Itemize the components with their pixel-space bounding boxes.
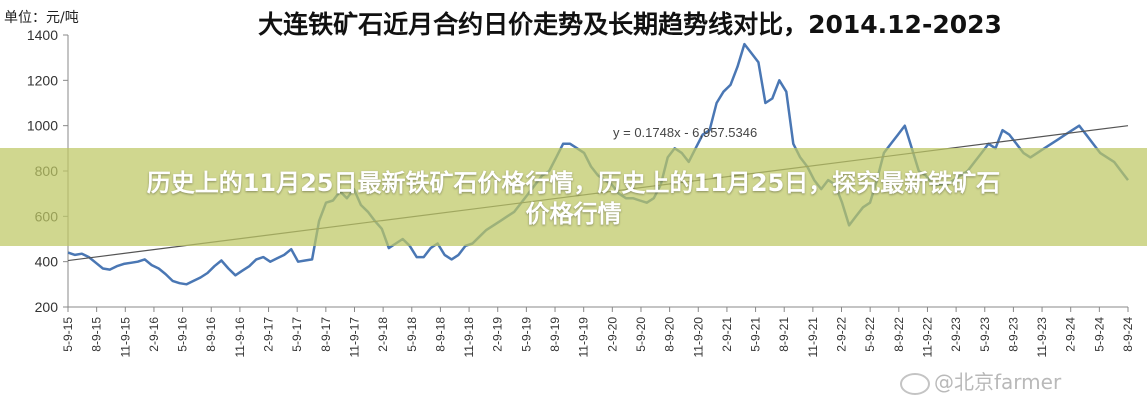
y-unit-label: 单位：元/吨 [4, 10, 79, 26]
x-tick-label: 5-9-17 [290, 317, 304, 352]
x-tick-label: 11-9-18 [462, 317, 476, 358]
x-tick-label: 8-9-15 [90, 317, 104, 352]
x-tick-label: 2-9-16 [147, 317, 161, 352]
x-tick-label: 11-9-17 [347, 317, 361, 358]
x-tick-label: 11-9-20 [691, 317, 705, 358]
y-tick-label: 200 [35, 299, 59, 315]
y-tick-label: 1000 [27, 118, 58, 134]
x-tick-label: 5-9-22 [863, 317, 877, 352]
headline-banner: 历史上的11月25日最新铁矿石价格行情，历史上的11月25日，探究最新铁矿石 价… [0, 148, 1147, 246]
x-tick-label: 2-9-23 [949, 317, 963, 352]
x-tick-label: 8-9-22 [892, 317, 906, 352]
x-tick-label: 11-9-15 [118, 317, 132, 358]
x-tick-label: 11-9-21 [806, 317, 820, 358]
x-tick-label: 8-9-23 [1006, 317, 1020, 352]
x-tick-label: 11-9-22 [920, 317, 934, 358]
x-tick-label: 2-9-24 [1064, 317, 1078, 352]
x-tick-label: 2-9-21 [720, 317, 734, 352]
x-tick-label: 8-9-20 [663, 317, 677, 352]
x-tick-label: 5-9-19 [519, 317, 533, 352]
x-tick-label: 5-9-24 [1092, 317, 1106, 352]
x-tick-label: 8-9-18 [433, 317, 447, 352]
x-tick-label: 2-9-20 [605, 317, 619, 352]
x-tick-label: 11-9-23 [1035, 317, 1049, 358]
y-tick-label: 1200 [27, 72, 58, 88]
headline-line-2: 价格行情 [525, 200, 622, 228]
x-tick-label: 8-9-17 [319, 317, 333, 352]
x-tick-label: 8-9-21 [777, 317, 791, 352]
headline-line-1: 历史上的11月25日最新铁矿石价格行情，历史上的11月25日，探究最新铁矿石 [146, 169, 1001, 197]
x-tick-label: 5-9-15 [61, 317, 75, 352]
x-tick-label: 11-9-19 [577, 317, 591, 358]
x-tick-label: 11-9-16 [233, 317, 247, 358]
trend-equation: y = 0.1748x - 6,957.5346 [613, 125, 757, 140]
y-tick-label: 400 [35, 254, 59, 270]
watermark-text: @北京farmer [934, 370, 1062, 394]
x-tick-label: 8-9-24 [1121, 317, 1135, 352]
headline-text: 历史上的11月25日最新铁矿石价格行情，历史上的11月25日，探究最新铁矿石 价… [20, 168, 1127, 230]
x-tick-label: 2-9-17 [262, 317, 276, 352]
x-tick-label: 5-9-18 [405, 317, 419, 352]
x-tick-label: 5-9-20 [634, 317, 648, 352]
x-tick-label: 2-9-19 [491, 317, 505, 352]
x-tick-label: 2-9-18 [376, 317, 390, 352]
y-tick-label: 1400 [27, 27, 58, 43]
weibo-icon [900, 372, 930, 395]
x-tick-label: 2-9-22 [835, 317, 849, 352]
x-tick-label: 8-9-19 [548, 317, 562, 352]
x-tick-label: 5-9-23 [978, 317, 992, 352]
x-tick-label: 8-9-16 [204, 317, 218, 352]
watermark: @北京farmer [900, 366, 1061, 395]
chart-title: 大连铁矿石近月合约日价走势及长期趋势线对比，2014.12-2023 [258, 10, 1002, 39]
x-tick-label: 5-9-16 [176, 317, 190, 352]
x-tick-label: 5-9-21 [749, 317, 763, 352]
x-axis-ticks: 5-9-15 8-9-15 11-9-15 2-9-16 5-9-16 8-9-16 11-… [61, 307, 1135, 357]
